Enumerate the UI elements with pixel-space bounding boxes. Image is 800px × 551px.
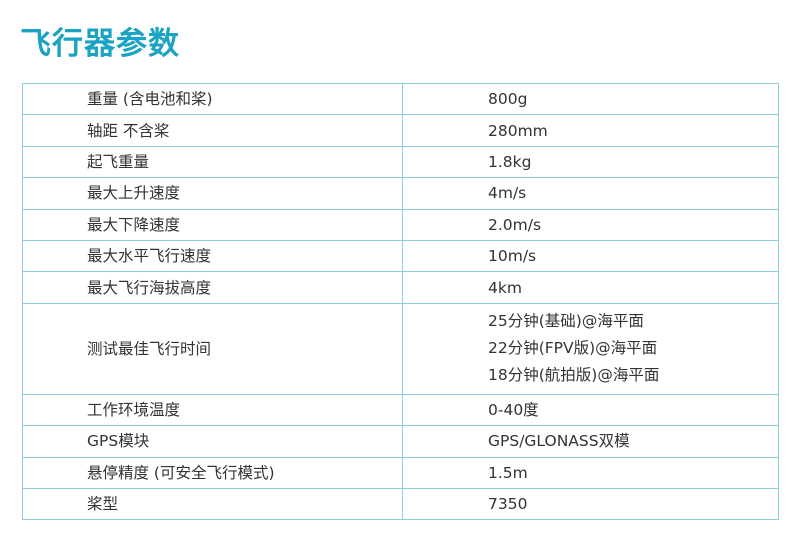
spec-label: 最大上升速度 bbox=[22, 177, 403, 210]
spec-label: 重量 (含电池和桨) bbox=[22, 82, 403, 116]
spec-table: 重量 (含电池和桨) 800g 轴距 不含桨 280mm 起飞重量 1.8kg … bbox=[22, 82, 779, 521]
spec-label: 测试最佳飞行时间 bbox=[22, 302, 403, 395]
spec-value: 4m/s bbox=[402, 177, 779, 210]
spec-label: 轴距 不含桨 bbox=[22, 114, 403, 147]
spec-label: 起飞重量 bbox=[22, 145, 403, 179]
page-title: 飞行器参数 bbox=[20, 26, 180, 62]
spec-value: 1.5m bbox=[402, 456, 779, 489]
spec-value: 10m/s bbox=[402, 239, 779, 273]
spec-label: 悬停精度 (可安全飞行模式) bbox=[22, 456, 403, 489]
spec-value: 7350 bbox=[402, 487, 779, 521]
spec-value: 1.8kg bbox=[402, 145, 779, 179]
spec-label: 最大飞行海拔高度 bbox=[22, 271, 403, 304]
spec-label: 桨型 bbox=[22, 487, 403, 521]
table-row: 起飞重量 1.8kg bbox=[22, 145, 779, 179]
table-row: 桨型 7350 bbox=[22, 487, 779, 521]
spec-value: 280mm bbox=[402, 114, 779, 147]
spec-label: 最大下降速度 bbox=[22, 208, 403, 241]
spec-value: 2.0m/s bbox=[402, 208, 779, 241]
table-row: 最大上升速度 4m/s bbox=[22, 177, 779, 210]
table-row: GPS模块 GPS/GLONASS双模 bbox=[22, 425, 779, 458]
table-row: 最大水平飞行速度 10m/s bbox=[22, 239, 779, 273]
spec-value-line: 18分钟(航拍版)@海平面 bbox=[488, 366, 660, 385]
spec-value: GPS/GLONASS双模 bbox=[402, 425, 779, 458]
table-row: 重量 (含电池和桨) 800g bbox=[22, 82, 779, 116]
spec-label: 工作环境温度 bbox=[22, 393, 403, 427]
table-row: 最大飞行海拔高度 4km bbox=[22, 271, 779, 304]
spec-value-line: 22分钟(FPV版)@海平面 bbox=[488, 339, 658, 358]
spec-value: 800g bbox=[402, 82, 779, 116]
spec-value-line: 25分钟(基础)@海平面 bbox=[488, 312, 644, 331]
table-row: 测试最佳飞行时间 25分钟(基础)@海平面 22分钟(FPV版)@海平面 18分… bbox=[22, 302, 779, 395]
table-row: 最大下降速度 2.0m/s bbox=[22, 208, 779, 241]
spec-label: 最大水平飞行速度 bbox=[22, 239, 403, 273]
spec-value-list: 25分钟(基础)@海平面 22分钟(FPV版)@海平面 18分钟(航拍版)@海平… bbox=[402, 302, 779, 395]
spec-value: 0-40度 bbox=[402, 393, 779, 427]
table-row: 悬停精度 (可安全飞行模式) 1.5m bbox=[22, 456, 779, 489]
spec-label: GPS模块 bbox=[22, 425, 403, 458]
spec-value: 4km bbox=[402, 271, 779, 304]
table-row: 工作环境温度 0-40度 bbox=[22, 393, 779, 427]
table-row: 轴距 不含桨 280mm bbox=[22, 114, 779, 147]
